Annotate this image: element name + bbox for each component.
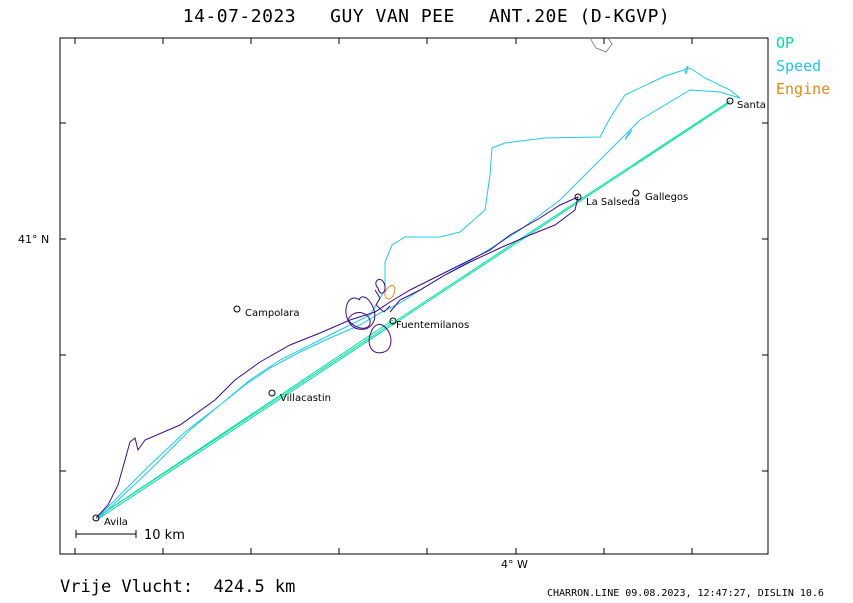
place-markers <box>92 97 734 522</box>
marker-gallegos <box>632 189 640 197</box>
marker-avila <box>92 514 100 522</box>
place-fuentemilanos: Fuentemilanos <box>396 320 469 331</box>
marker-santa <box>726 97 734 105</box>
marker-la-salseda <box>574 193 582 201</box>
place-santa: Santa <box>737 100 766 111</box>
flight-track <box>95 196 579 519</box>
credits-line: CHARRON.LINE 09.08.2023, 12:47:27, DISLI… <box>547 588 824 599</box>
place-villacastin: Villacastin <box>280 393 331 404</box>
place-la-salseda: La Salseda <box>586 197 640 208</box>
legend-speed: Speed <box>776 57 822 75</box>
marker-fuentemilanos <box>389 317 397 325</box>
legend-op: OP <box>776 34 795 52</box>
place-campolara: Campolara <box>245 308 299 319</box>
latitude-label: 41° N <box>18 233 49 246</box>
axis-ticks <box>60 38 768 554</box>
longitude-label: 4° W <box>501 558 528 571</box>
map-frame <box>59 37 769 555</box>
map-title: 14-07-2023 GUY VAN PEE ANT.20E (D-KGVP) <box>182 6 671 27</box>
legend-engine: Engine <box>776 80 831 98</box>
scale-bar-label: 10 km <box>144 528 185 543</box>
place-avila: Avila <box>104 517 128 528</box>
free-flight-distance: Vrije Vlucht: 424.5 km <box>60 577 296 597</box>
marker-campolara <box>233 305 241 313</box>
place-gallegos: Gallegos <box>645 192 688 203</box>
op-route <box>95 100 731 520</box>
scale-bar <box>75 530 137 538</box>
terrain-outline <box>589 37 613 53</box>
marker-villacastin <box>268 389 276 397</box>
speed-track <box>97 65 741 520</box>
engine-segment <box>384 284 396 300</box>
